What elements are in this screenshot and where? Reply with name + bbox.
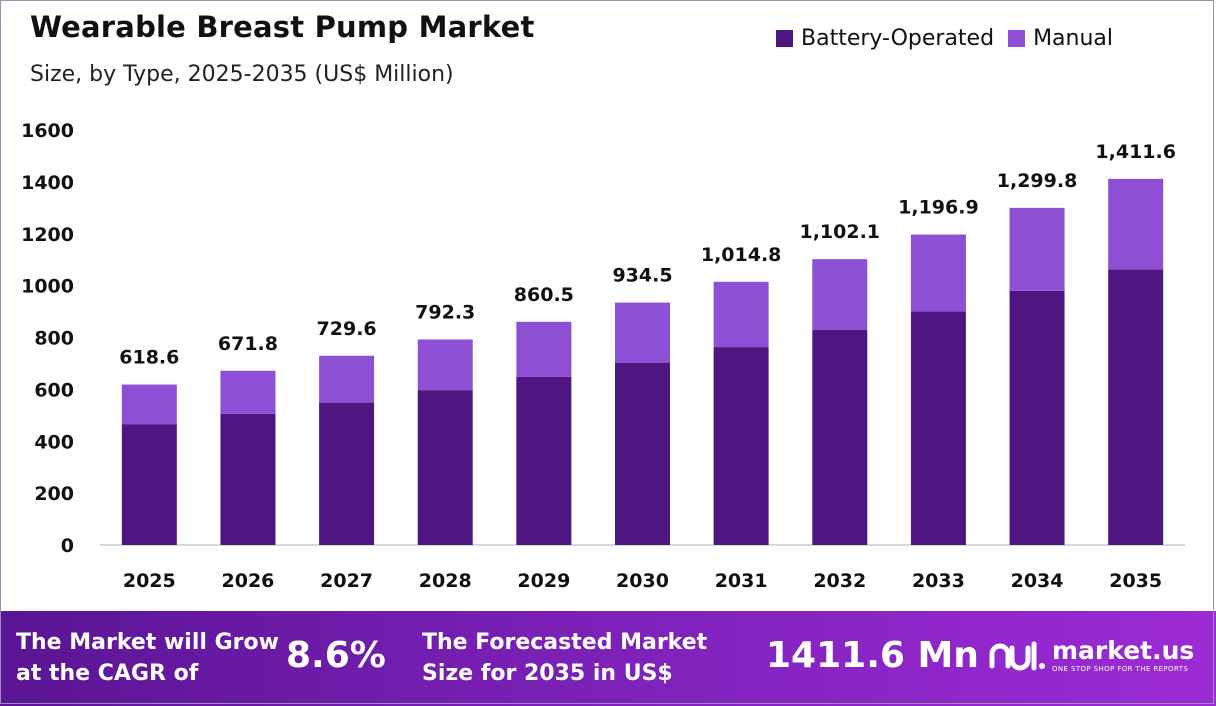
- bar-battery-operated: [417, 390, 473, 545]
- bar-total-label: 934.5: [612, 265, 672, 287]
- bar-battery-operated: [812, 329, 868, 545]
- bar-manual: [615, 302, 670, 363]
- chart-subtitle: Size, by Type, 2025-2035 (US$ Million): [30, 62, 454, 87]
- logo-tagline: ONE STOP SHOP FOR THE REPORTS: [1052, 665, 1189, 673]
- bar-total-label: 1,411.6: [1095, 141, 1176, 163]
- bar-battery-operated: [121, 424, 177, 545]
- legend: Battery-Operated Manual: [776, 26, 1127, 51]
- bar-battery-operated: [615, 362, 670, 545]
- x-tick-label: 2027: [320, 570, 373, 592]
- footer-banner: The Market will Grow at the CAGR of 8.6%…: [0, 611, 1216, 706]
- forecast-value: 1411.6 Mn: [766, 635, 979, 676]
- chart-title: Wearable Breast Pump Market: [30, 10, 535, 44]
- bar-total-label: 729.6: [317, 318, 377, 340]
- bar-battery-operated: [516, 376, 572, 545]
- y-tick-label: 1400: [21, 172, 74, 194]
- x-tick-label: 2028: [419, 570, 472, 592]
- legend-label-manual: Manual: [1033, 26, 1114, 51]
- bar-total-label: 1,102.1: [799, 221, 880, 243]
- y-tick-label: 200: [34, 483, 74, 505]
- bar-manual: [910, 234, 966, 312]
- y-tick-label: 0: [61, 535, 74, 557]
- legend-swatch-battery: [776, 30, 793, 47]
- bar-manual: [417, 339, 473, 391]
- legend-item-battery: Battery-Operated: [776, 26, 994, 51]
- cagr-caption-line2: at the CAGR of: [16, 661, 199, 686]
- market-us-logo: market.us ONE STOP SHOP FOR THE REPORTS: [988, 636, 1194, 676]
- x-tick-label: 2030: [616, 570, 669, 592]
- x-tick-label: 2033: [912, 570, 965, 592]
- y-tick-label: 800: [34, 328, 74, 350]
- forecast-caption-line1: The Forecasted Market: [422, 630, 708, 655]
- logo-mark-icon: [989, 641, 1045, 671]
- y-tick-label: 600: [34, 379, 74, 401]
- bar-total-label: 1,299.8: [997, 170, 1078, 192]
- y-tick-label: 1600: [21, 120, 74, 142]
- x-tick-label: 2029: [517, 570, 570, 592]
- x-tick-label: 2031: [715, 570, 768, 592]
- x-tick-label: 2032: [813, 570, 866, 592]
- cagr-caption: The Market will Grow at the CAGR of: [16, 627, 279, 689]
- bar-total-label: 618.6: [119, 347, 179, 369]
- bar-total-label: 860.5: [514, 284, 574, 306]
- bar-battery-operated: [1108, 269, 1164, 545]
- bar-battery-operated: [910, 311, 966, 545]
- bar-manual: [812, 259, 868, 330]
- logo-name: market.us: [1052, 636, 1195, 665]
- bar-total-label: 671.8: [218, 333, 278, 355]
- legend-swatch-manual: [1008, 30, 1026, 47]
- bar-total-label: 1,196.9: [898, 197, 979, 219]
- bar-total-label: 792.3: [415, 301, 475, 323]
- bar-battery-operated: [1009, 290, 1065, 545]
- x-tick-label: 2025: [123, 570, 176, 592]
- x-tick-label: 2035: [1109, 570, 1162, 592]
- bar-chart: 0 200 400 600 800 1000 1200 1400 1600 618.6 2025 67…: [21, 120, 1185, 592]
- y-tick-label: 400: [34, 431, 74, 453]
- cagr-caption-line1: The Market will Grow: [16, 630, 279, 655]
- y-tick-label: 1200: [21, 224, 74, 246]
- cagr-value: 8.6%: [286, 635, 386, 676]
- bar-manual: [220, 370, 276, 414]
- x-tick-label: 2034: [1011, 570, 1064, 592]
- forecast-caption: The Forecasted Market Size for 2035 in U…: [422, 627, 707, 689]
- bar-battery-operated: [319, 402, 375, 545]
- bar-manual: [516, 321, 572, 377]
- legend-item-manual: Manual: [1008, 26, 1113, 51]
- y-tick-label: 1000: [21, 276, 74, 298]
- x-tick-label: 2026: [222, 570, 275, 592]
- logo-text: market.us ONE STOP SHOP FOR THE REPORTS: [1052, 638, 1194, 674]
- legend-label-battery: Battery-Operated: [801, 26, 995, 51]
- bar-manual: [121, 384, 177, 425]
- forecast-caption-line2: Size for 2035 in US$: [422, 661, 673, 686]
- bar-total-label: 1,014.8: [701, 244, 782, 266]
- bar-manual: [713, 281, 769, 348]
- bar-battery-operated: [713, 347, 769, 545]
- bar-battery-operated: [220, 413, 276, 545]
- bar-manual: [1108, 178, 1164, 270]
- bar-manual: [319, 355, 375, 403]
- bar-manual: [1009, 207, 1065, 291]
